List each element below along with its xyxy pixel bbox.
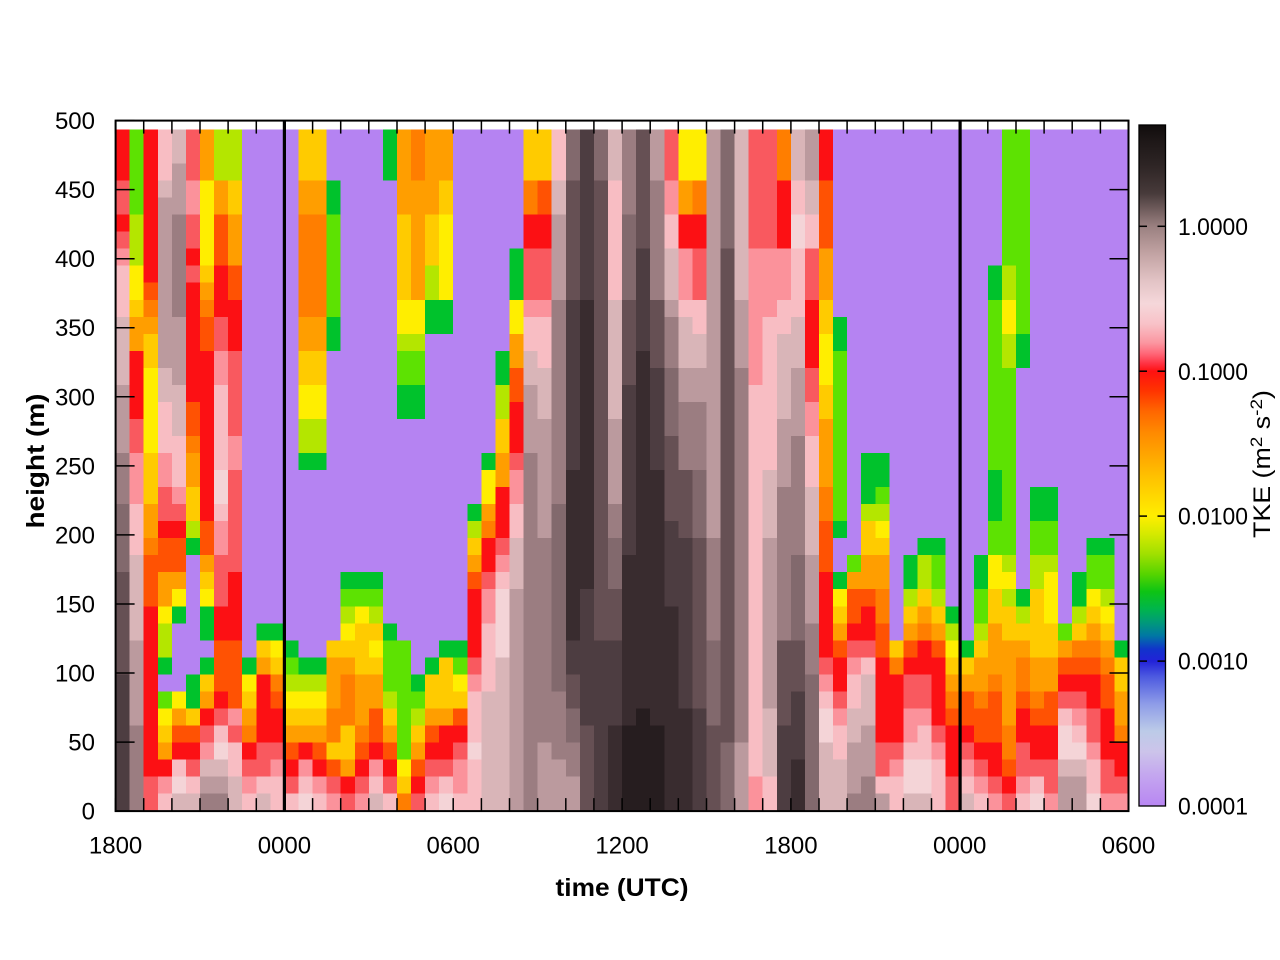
svg-text:time (UTC): time (UTC) [556,874,689,902]
svg-text:250: 250 [55,453,95,480]
svg-text:0.0100: 0.0100 [1178,504,1248,531]
svg-text:300: 300 [55,384,95,411]
svg-text:350: 350 [55,315,95,342]
svg-text:0.1000: 0.1000 [1178,359,1248,386]
svg-text:500: 500 [55,108,95,135]
svg-text:0000: 0000 [258,833,311,860]
svg-text:height (m): height (m) [22,394,50,529]
svg-text:0000: 0000 [933,833,986,860]
svg-text:100: 100 [55,661,95,688]
svg-text:50: 50 [68,730,95,757]
svg-text:450: 450 [55,177,95,204]
svg-text:0.0010: 0.0010 [1178,649,1248,676]
svg-text:1800: 1800 [89,833,142,860]
svg-text:0: 0 [82,799,95,826]
svg-text:0600: 0600 [1102,833,1155,860]
svg-text:150: 150 [55,592,95,619]
svg-text:1200: 1200 [595,833,648,860]
svg-text:200: 200 [55,522,95,549]
svg-text:0.0001: 0.0001 [1178,794,1248,821]
svg-text:1.0000: 1.0000 [1178,214,1248,241]
svg-text:0600: 0600 [427,833,480,860]
svg-text:400: 400 [55,246,95,273]
svg-text:1800: 1800 [764,833,817,860]
